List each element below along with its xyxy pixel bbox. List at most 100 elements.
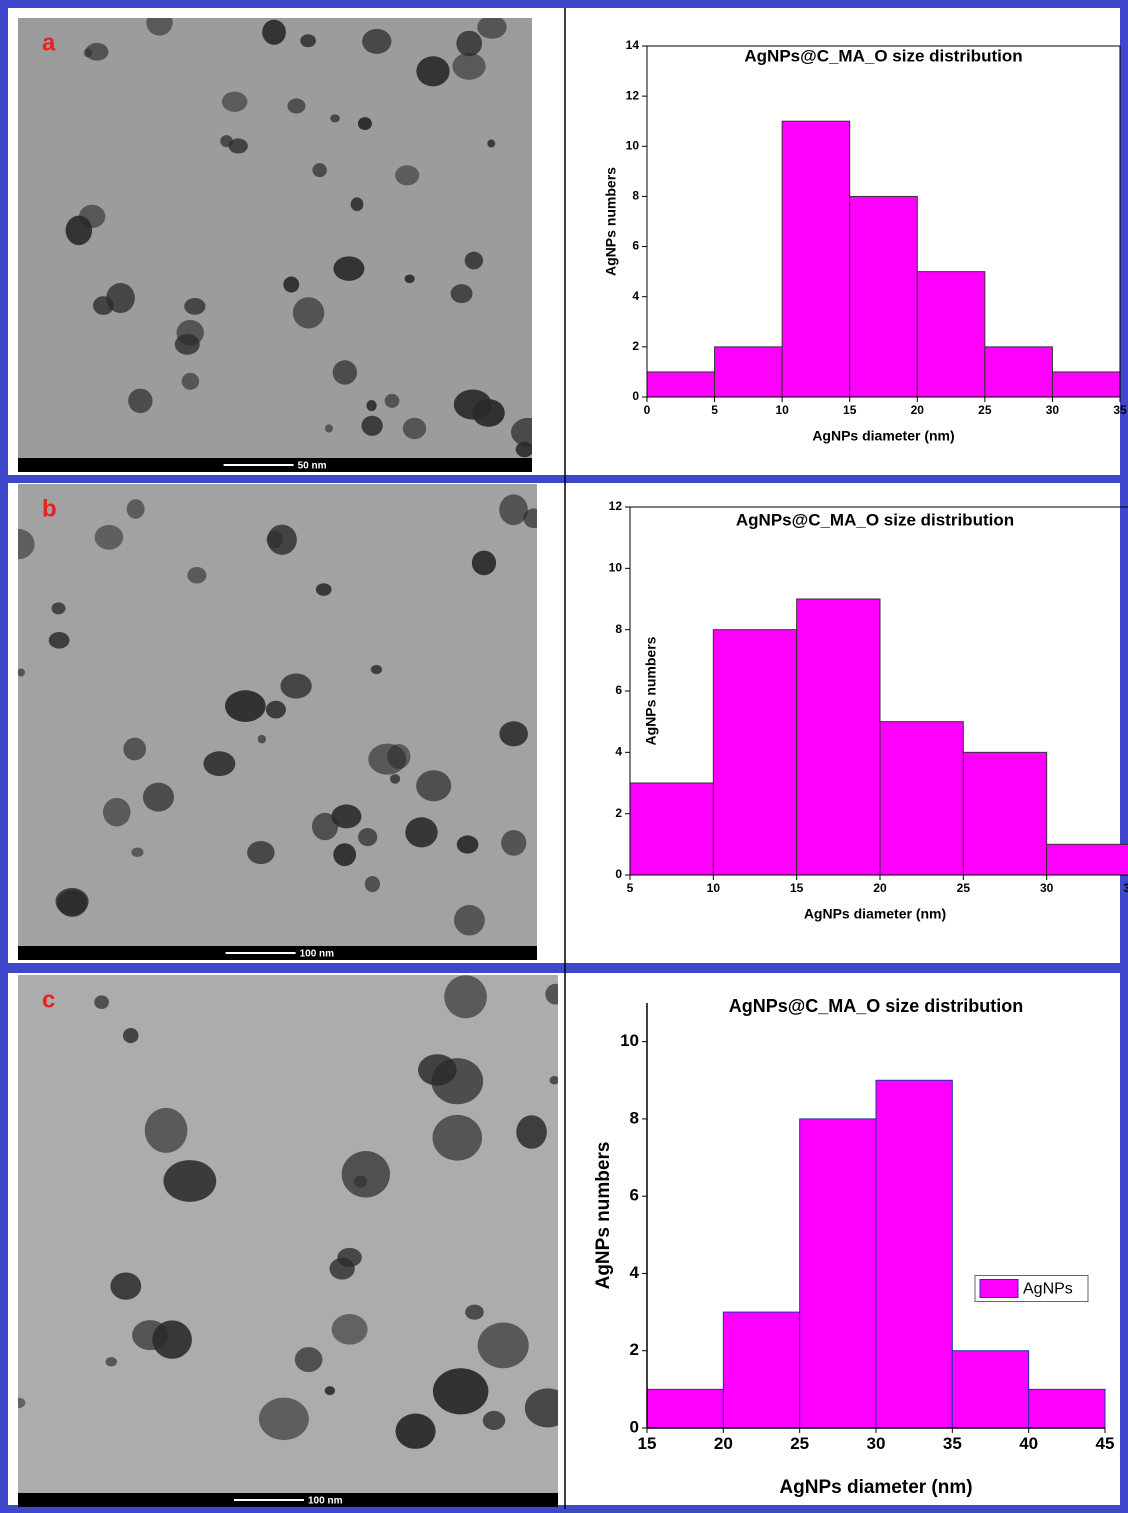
x-axis-label: AgNPs diameter (nm) [804,906,946,922]
particle [146,18,173,36]
y-tick-label: 10 [609,561,623,575]
particle [128,388,153,414]
x-axis-label: AgNPs diameter (nm) [779,1477,972,1498]
x-tick-label: 35 [943,1434,962,1453]
y-tick-label: 4 [632,289,639,303]
particle [228,138,248,154]
particle [176,319,204,346]
particle [292,297,325,329]
scale-bar-label: 100 nm [300,949,335,960]
particle [471,550,497,576]
bar [799,1118,877,1429]
particle [283,276,300,293]
y-tick-label: 0 [615,867,622,881]
particle [94,524,124,550]
particle [341,1151,390,1198]
particle [92,296,114,315]
particle [331,804,362,829]
x-tick-label: 10 [707,881,721,895]
particle [220,135,233,148]
x-tick-label: 30 [867,1434,886,1453]
particle [123,737,147,761]
particle [357,117,372,131]
bar [722,1311,801,1429]
particle [126,499,145,519]
particle [432,1368,489,1415]
particle [329,1257,355,1280]
micrograph [18,484,537,960]
x-tick-label: 40 [1019,1434,1038,1453]
y-tick-label: 10 [620,1031,639,1050]
y-tick-label: 0 [630,1417,639,1436]
particle [163,1160,217,1202]
x-axis-label: AgNPs diameter (nm) [812,428,954,444]
bar [1028,1388,1106,1429]
x-tick-label: 15 [790,881,804,895]
particle [450,284,473,304]
particle [57,889,88,917]
particle [402,417,427,440]
bar [984,346,1053,398]
particle [311,812,339,841]
x-tick-label: 25 [790,1434,809,1453]
particle [122,1028,139,1044]
bar [712,629,798,876]
y-axis-label: AgNPs numbers [593,1142,614,1290]
particle [184,297,206,315]
y-tick-label: 8 [632,189,639,203]
x-tick-label: 25 [978,403,992,417]
y-tick-label: 4 [630,1263,640,1282]
chart-title: AgNPs@C_MA_O size distribution [744,46,1022,65]
particle [294,1347,323,1373]
chart-title: AgNPs@C_MA_O size distribution [729,996,1024,1016]
y-tick-label: 4 [615,745,622,759]
particle [18,529,35,560]
x-tick-label: 0 [644,403,651,417]
particle [312,163,327,178]
y-tick-label: 12 [609,499,623,513]
separator [0,963,1128,973]
bar [879,721,964,876]
particle [48,632,70,649]
chart-title: AgNPs@C_MA_O size distribution [736,510,1014,529]
particle [456,835,479,854]
particle [545,983,558,1005]
particle [85,42,109,61]
particle [405,817,438,848]
y-tick-label: 6 [630,1186,639,1205]
particle [225,690,266,722]
bar [962,751,1048,876]
particle [247,840,275,865]
particle [499,721,528,747]
particle [364,876,381,893]
particle [404,274,415,284]
particle [361,415,383,436]
particle [477,18,507,39]
particle [370,664,383,675]
bar [1051,371,1121,398]
particle [499,494,528,526]
particle [324,1386,336,1396]
particle [350,197,364,212]
x-tick-label: 30 [1046,403,1060,417]
particle [203,751,236,777]
particle [83,48,93,58]
particle [265,700,286,719]
x-tick-label: 20 [873,881,887,895]
bar [796,598,881,876]
particle [368,743,407,775]
y-axis-label: AgNPs numbers [603,167,619,276]
bar [849,195,918,398]
particle [258,1397,309,1441]
bar [781,120,851,398]
particle [515,441,532,458]
particle [482,1410,506,1431]
particle [181,372,200,390]
x-tick-label: 15 [638,1434,657,1453]
particle [453,904,485,936]
legend-swatch [979,1279,1019,1298]
y-tick-label: 6 [615,683,622,697]
x-tick-label: 30 [1040,881,1054,895]
particle [332,360,358,385]
